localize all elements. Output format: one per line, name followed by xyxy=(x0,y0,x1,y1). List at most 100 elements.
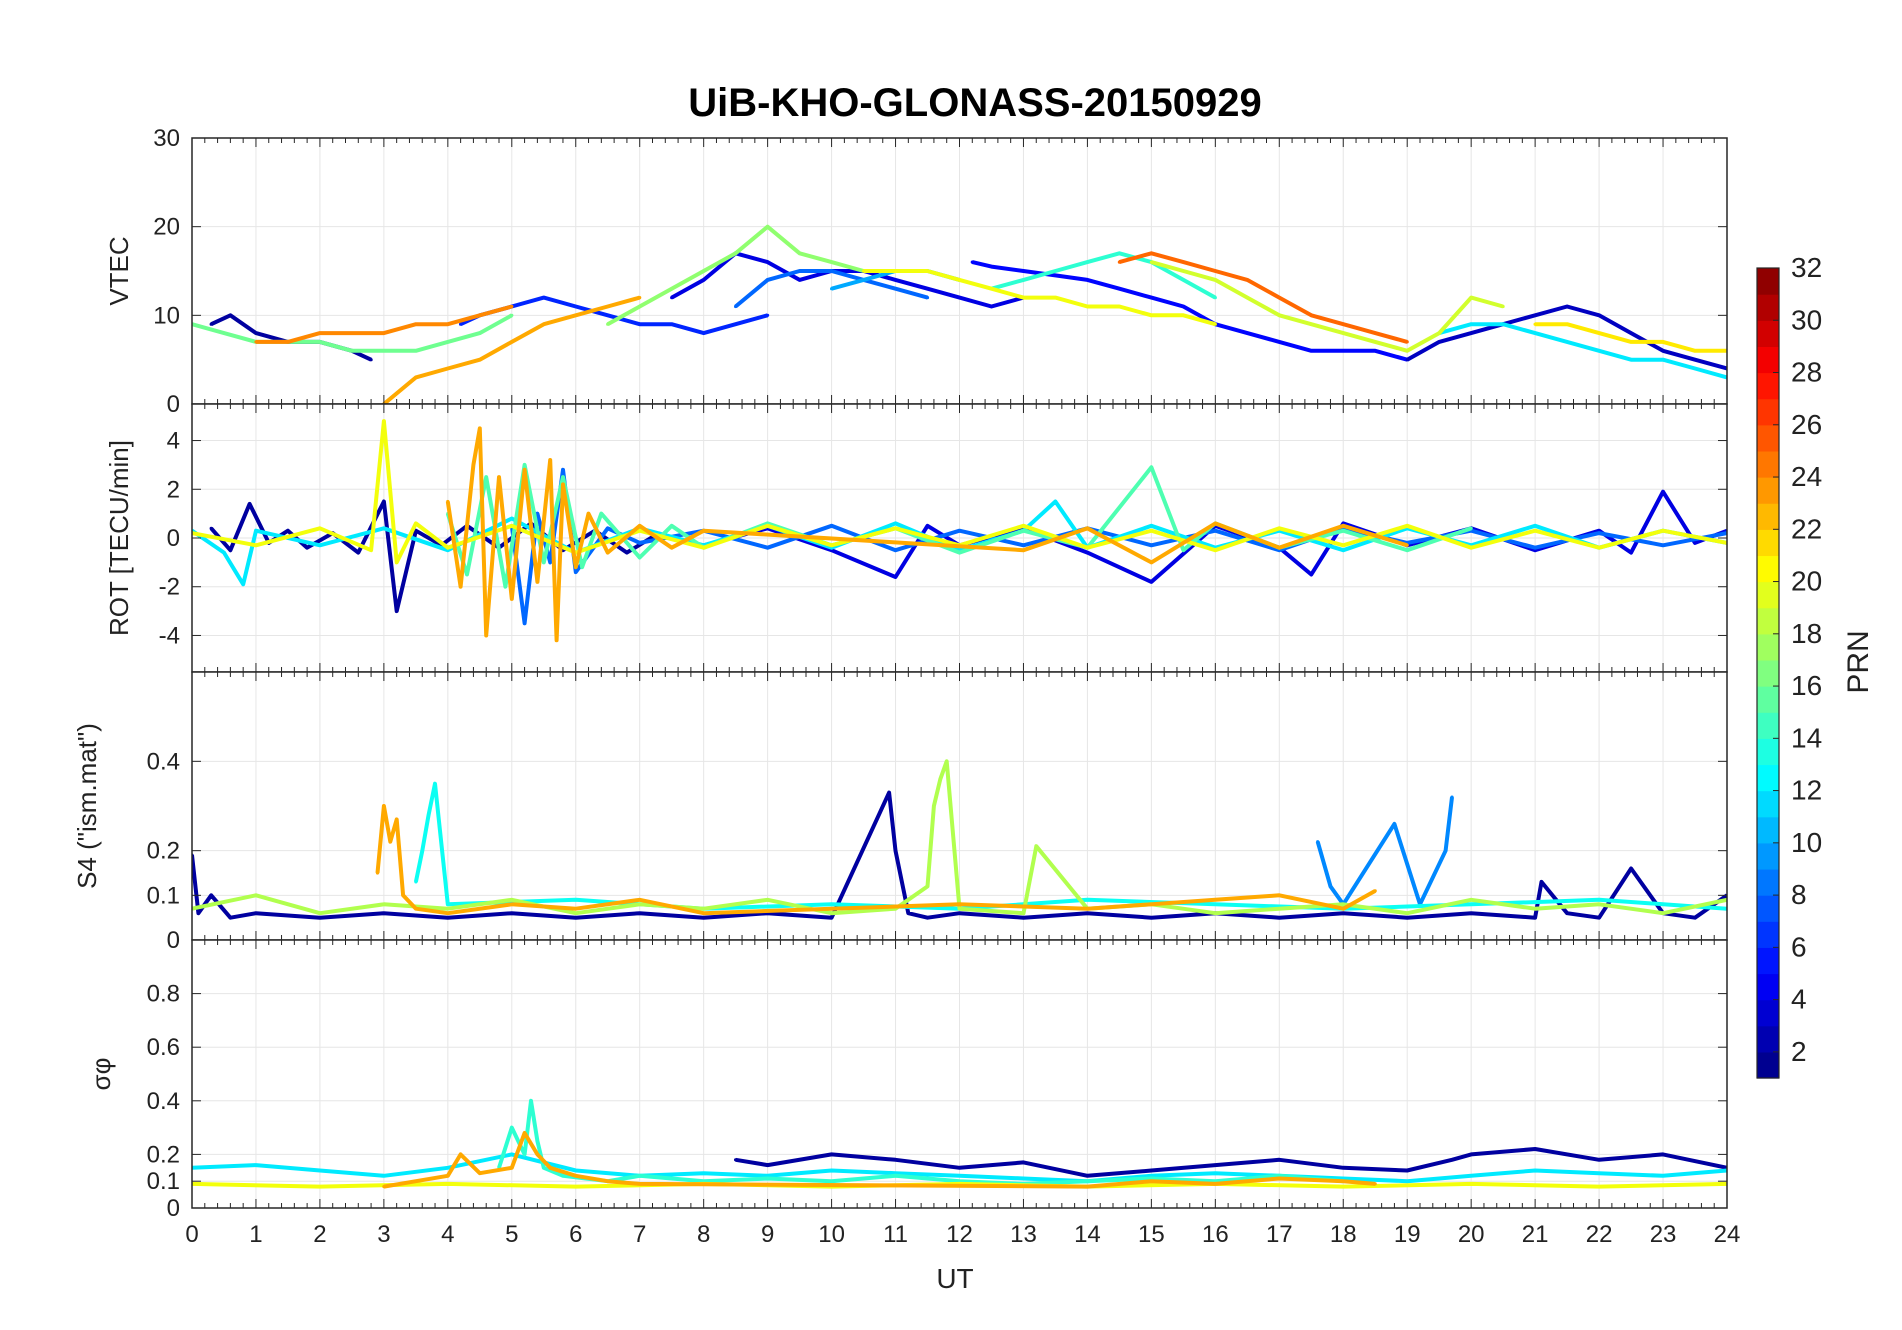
data-point xyxy=(254,340,258,344)
data-point xyxy=(222,551,226,555)
data-point xyxy=(1181,313,1185,317)
data-point xyxy=(1277,526,1281,530)
data-point xyxy=(446,902,450,906)
colorbar-swatch xyxy=(1757,633,1779,661)
data-point xyxy=(305,546,309,550)
data-point xyxy=(446,911,450,915)
colorbar-swatch xyxy=(1757,712,1779,739)
data-point xyxy=(1450,795,1454,799)
data-point xyxy=(1501,322,1505,326)
data-point xyxy=(1085,911,1089,915)
series-line-prn-2 xyxy=(735,1147,1727,1178)
colorbar-swatch xyxy=(1757,973,1779,1001)
data-point xyxy=(1085,1179,1089,1183)
data-point xyxy=(510,902,514,906)
colorbar-swatch xyxy=(1757,294,1779,321)
data-point xyxy=(638,911,642,915)
data-point xyxy=(906,911,910,915)
data-point xyxy=(893,1174,898,1178)
panel-rot: -4 -2 0 2 4 ROT [TECU/min] xyxy=(104,403,1728,673)
data-point xyxy=(1565,322,1569,326)
data-point xyxy=(1181,304,1185,309)
data-point xyxy=(925,524,930,528)
data-point xyxy=(1469,296,1473,300)
data-point xyxy=(446,546,450,550)
colorbar-swatch xyxy=(1757,529,1779,557)
data-point xyxy=(395,560,399,565)
data-point xyxy=(1341,322,1345,326)
colorbar-swatch xyxy=(1757,1051,1779,1079)
data-point xyxy=(1661,543,1665,547)
data-point xyxy=(382,526,386,530)
y-tick-label: 10 xyxy=(153,302,180,329)
data-point xyxy=(1309,572,1313,577)
data-point xyxy=(766,1176,770,1181)
data-point xyxy=(1533,529,1537,533)
data-point xyxy=(395,817,399,822)
data-point xyxy=(638,541,642,545)
data-point xyxy=(766,225,770,229)
colorbar-tick-label: 24 xyxy=(1791,461,1822,492)
data-point xyxy=(222,331,226,335)
x-tick-label: 17 xyxy=(1266,1221,1293,1248)
data-point xyxy=(1149,916,1153,920)
y-tick-label: 0.1 xyxy=(147,882,180,909)
data-point xyxy=(925,296,930,300)
data-point xyxy=(523,621,527,625)
data-point xyxy=(830,543,834,547)
data-point xyxy=(1021,543,1026,547)
data-point xyxy=(1437,331,1441,335)
colorbar-tick-label: 8 xyxy=(1791,879,1807,910)
x-tick-label: 20 xyxy=(1458,1221,1485,1248)
colorbar-tick-label: 18 xyxy=(1791,618,1822,649)
data-point xyxy=(535,1139,540,1143)
data-point xyxy=(523,468,527,472)
data-point xyxy=(1405,916,1409,920)
data-point xyxy=(638,322,642,326)
data-point xyxy=(1085,546,1089,550)
y-tick-label: 20 xyxy=(153,214,180,241)
data-point xyxy=(574,565,578,569)
data-point xyxy=(766,260,770,264)
data-point xyxy=(382,911,386,915)
data-point xyxy=(1597,331,1601,335)
data-point xyxy=(1245,296,1249,300)
data-point xyxy=(1213,1182,1217,1186)
data-point xyxy=(1053,499,1057,504)
data-point xyxy=(523,1152,527,1156)
colorbar-swatch xyxy=(1757,947,1779,975)
data-point xyxy=(1405,358,1409,362)
data-point xyxy=(1533,1147,1537,1151)
data-point xyxy=(1213,521,1217,526)
data-point xyxy=(1341,349,1345,353)
series-line-prn-25 xyxy=(1118,251,1408,344)
data-point xyxy=(893,278,898,282)
data-point xyxy=(254,543,258,547)
data-point xyxy=(1181,278,1185,282)
data-point xyxy=(1597,916,1601,920)
series-group xyxy=(192,759,1727,920)
data-point xyxy=(1213,296,1217,300)
data-point xyxy=(1021,911,1026,915)
data-point xyxy=(1405,1168,1409,1173)
y-axis-label: ROT [TECU/min] xyxy=(104,440,134,636)
data-point xyxy=(382,331,386,335)
data-point xyxy=(548,458,552,462)
data-point xyxy=(1661,911,1665,915)
series-line-prn-23 xyxy=(375,804,1377,916)
data-point xyxy=(638,898,642,902)
panel-sigma_phi: 00.10.20.40.60.80 1 2 3 4 5 6 7 8 9 10 11 12 13 14 15 16… xyxy=(86,939,1740,1248)
x-tick-label: 10 xyxy=(818,1221,845,1248)
data-point xyxy=(414,529,418,533)
data-point xyxy=(510,911,514,915)
data-point xyxy=(580,565,584,569)
data-point xyxy=(1181,260,1185,264)
data-point xyxy=(1085,260,1089,264)
data-point xyxy=(766,546,770,550)
data-point xyxy=(670,546,674,550)
data-point xyxy=(535,580,540,584)
data-point xyxy=(1085,1185,1089,1189)
data-point xyxy=(1213,911,1217,915)
data-point xyxy=(638,555,642,560)
data-point xyxy=(1341,1179,1345,1183)
